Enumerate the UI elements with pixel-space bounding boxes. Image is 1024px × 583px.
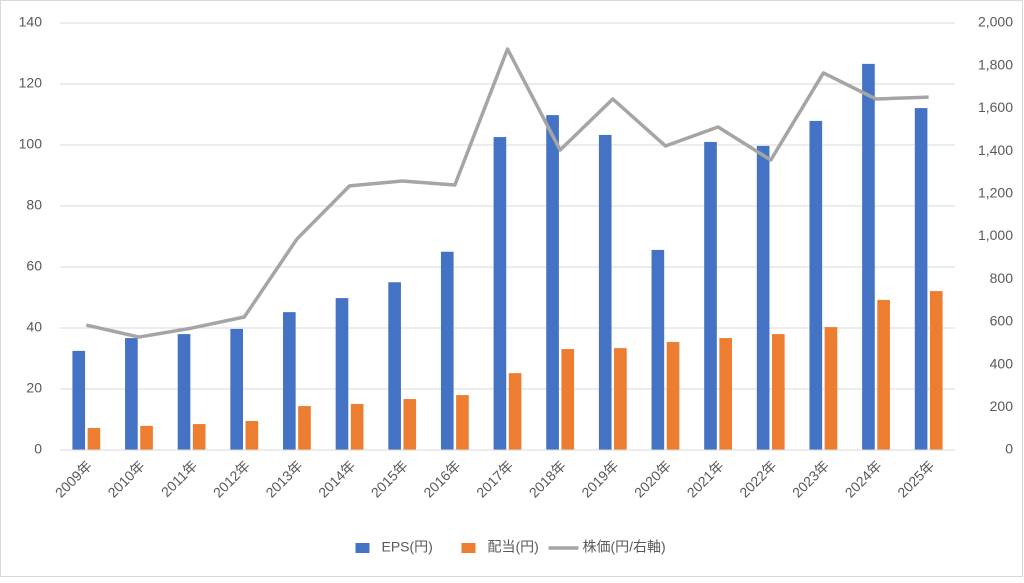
bar [824, 327, 838, 450]
bar [666, 342, 680, 450]
bar [614, 348, 627, 450]
bar [719, 338, 732, 450]
bar [914, 108, 928, 450]
y-tick-label: 140 [19, 14, 43, 30]
y2-tick-label: 200 [990, 398, 1014, 414]
bar [862, 63, 875, 451]
y2-tick-label: 1,800 [978, 56, 1013, 72]
bar [546, 115, 559, 451]
bar [388, 282, 401, 450]
y-tick-label: 80 [26, 197, 42, 213]
y2-tick-label: 400 [990, 355, 1014, 371]
bar [651, 249, 665, 450]
bar [456, 395, 469, 450]
y2-tick-label: 0 [1005, 441, 1013, 457]
bar [440, 251, 454, 450]
y-tick-label: 40 [26, 319, 42, 335]
y-tick-label: 60 [26, 258, 42, 274]
bar [177, 334, 191, 450]
y-tick-label: 120 [19, 75, 43, 91]
y2-tick-label: 2,000 [978, 14, 1013, 30]
y-tick-label: 100 [19, 136, 43, 152]
y2-tick-label: 1,600 [978, 99, 1013, 115]
y2-tick-label: 600 [990, 313, 1014, 329]
bar [298, 406, 311, 450]
bar [598, 134, 612, 450]
legend-label: 株価(円/右軸) [583, 539, 666, 555]
bar [877, 299, 890, 450]
bar [403, 399, 417, 450]
bar [508, 373, 522, 450]
bar [72, 350, 86, 450]
legend-label: EPS(円) [382, 539, 433, 555]
bar [230, 328, 244, 450]
bar [493, 137, 507, 450]
bar [192, 424, 206, 450]
y2-tick-label: 1,000 [978, 227, 1013, 243]
y2-tick-label: 1,400 [978, 142, 1013, 158]
y2-tick-label: 800 [990, 270, 1014, 286]
legend-swatch [461, 543, 476, 553]
bar [87, 428, 101, 450]
bar [335, 298, 349, 450]
bar [245, 421, 259, 450]
legend-label: 配当(円) [488, 539, 539, 555]
bar [756, 145, 770, 451]
bar [771, 334, 785, 450]
y2-tick-label: 1,200 [978, 185, 1013, 201]
bar [283, 312, 296, 450]
y-tick-label: 0 [34, 441, 42, 457]
bar [929, 291, 943, 450]
legend-swatch [355, 543, 370, 553]
bar [704, 141, 717, 450]
y-tick-label: 20 [26, 380, 42, 396]
bar [140, 425, 153, 450]
bar [125, 338, 138, 450]
line-series [85, 47, 929, 339]
bar [809, 120, 823, 450]
bar [561, 349, 575, 450]
bar [350, 403, 364, 450]
